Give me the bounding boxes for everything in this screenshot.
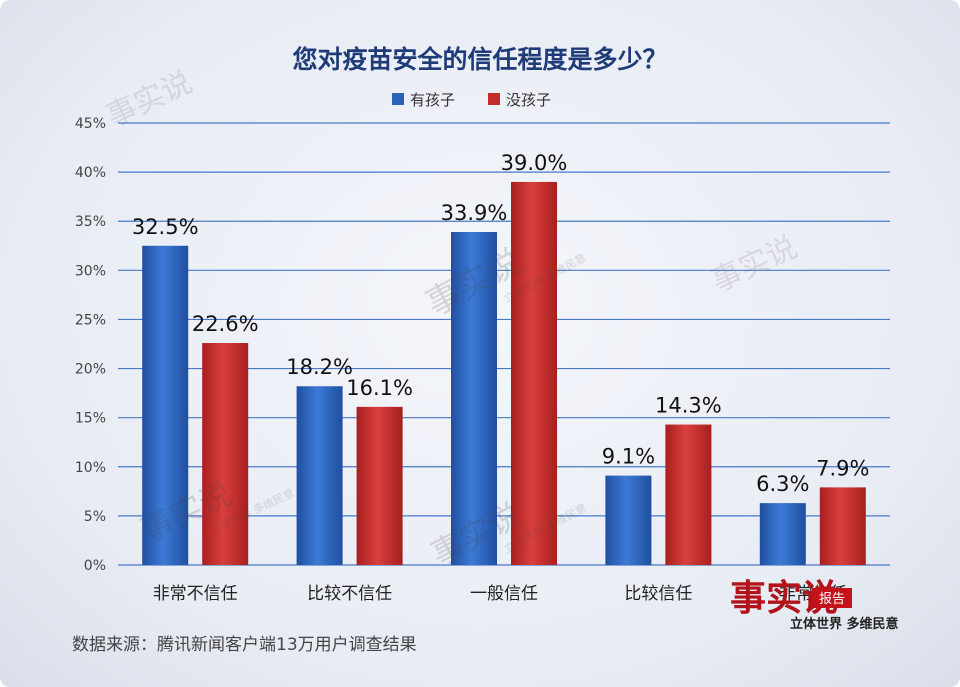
watermark-text: 事实说	[706, 230, 802, 300]
watermark-text: 事实说	[101, 65, 197, 135]
brand-slogan: 立体世界 多维民意	[790, 616, 899, 632]
brand-badge-text: 报告	[819, 592, 845, 607]
bar-series-1	[142, 245, 189, 565]
bars	[142, 181, 866, 565]
data-label: 39.0%	[501, 151, 568, 175]
data-label: 32.5%	[132, 215, 199, 239]
data-label: 6.3%	[756, 472, 809, 496]
watermark-logo: 事实说	[706, 230, 802, 300]
legend-swatch-series-2	[488, 93, 500, 105]
bar-series-1	[451, 232, 497, 565]
chart-title: 您对疫苗安全的信任程度是多少？	[292, 45, 667, 74]
brand-badge	[812, 588, 852, 608]
data-label: 7.9%	[816, 456, 869, 480]
x-category-label: 比较信任	[624, 584, 692, 604]
y-tick-label: 0%	[84, 558, 106, 574]
data-label: 18.2%	[286, 355, 353, 379]
data-label: 22.6%	[192, 312, 259, 336]
bar-series-1	[759, 503, 806, 565]
watermark-logo: 事实说	[101, 65, 197, 135]
bar-series-1	[605, 475, 652, 565]
y-tick-label: 45%	[75, 116, 106, 132]
bar-series-2	[356, 406, 403, 565]
watermark-logo: 事实说 立体世界 多维民意	[425, 495, 589, 574]
legend-label-series-1: 有孩子	[410, 91, 455, 109]
y-tick-label: 15%	[75, 411, 106, 427]
brand-logo: 事实说 报告 立体世界 多维民意	[730, 577, 899, 632]
x-category-label: 比较不信任	[307, 584, 392, 604]
bar-series-2	[819, 487, 866, 565]
data-labels: 32.5% 22.6% 18.2%16.1% 33.9% 39.0% 9.1% 14.3% 6…	[132, 151, 870, 496]
y-axis-ticks: 0% 5% 10% 15% 20% 25% 30% 35% 40% 45%	[75, 116, 106, 574]
y-tick-label: 25%	[75, 312, 106, 328]
y-tick-label: 35%	[75, 214, 106, 230]
data-label: 14.3%	[655, 394, 722, 418]
bar-series-2	[511, 181, 557, 565]
y-tick-label: 30%	[75, 263, 106, 279]
bar-series-2	[202, 343, 249, 565]
x-category-label: 一般信任	[470, 584, 538, 604]
y-tick-label: 20%	[75, 362, 106, 378]
bar-series-2	[665, 424, 712, 565]
data-label: 16.1%	[346, 376, 413, 400]
y-tick-label: 10%	[75, 460, 106, 476]
data-label: 33.9%	[441, 201, 508, 225]
y-tick-label: 5%	[84, 509, 106, 525]
source-note: 数据来源：腾讯新闻客户端13万用户调查结果	[72, 635, 417, 655]
y-tick-label: 40%	[75, 165, 106, 181]
legend-swatch-series-1	[392, 93, 404, 105]
legend-label-series-2: 没孩子	[506, 91, 551, 109]
legend: 有孩子 没孩子	[392, 91, 551, 109]
bar-series-1	[296, 386, 343, 565]
x-category-label: 非常不信任	[153, 584, 238, 604]
data-label: 9.1%	[602, 445, 655, 469]
